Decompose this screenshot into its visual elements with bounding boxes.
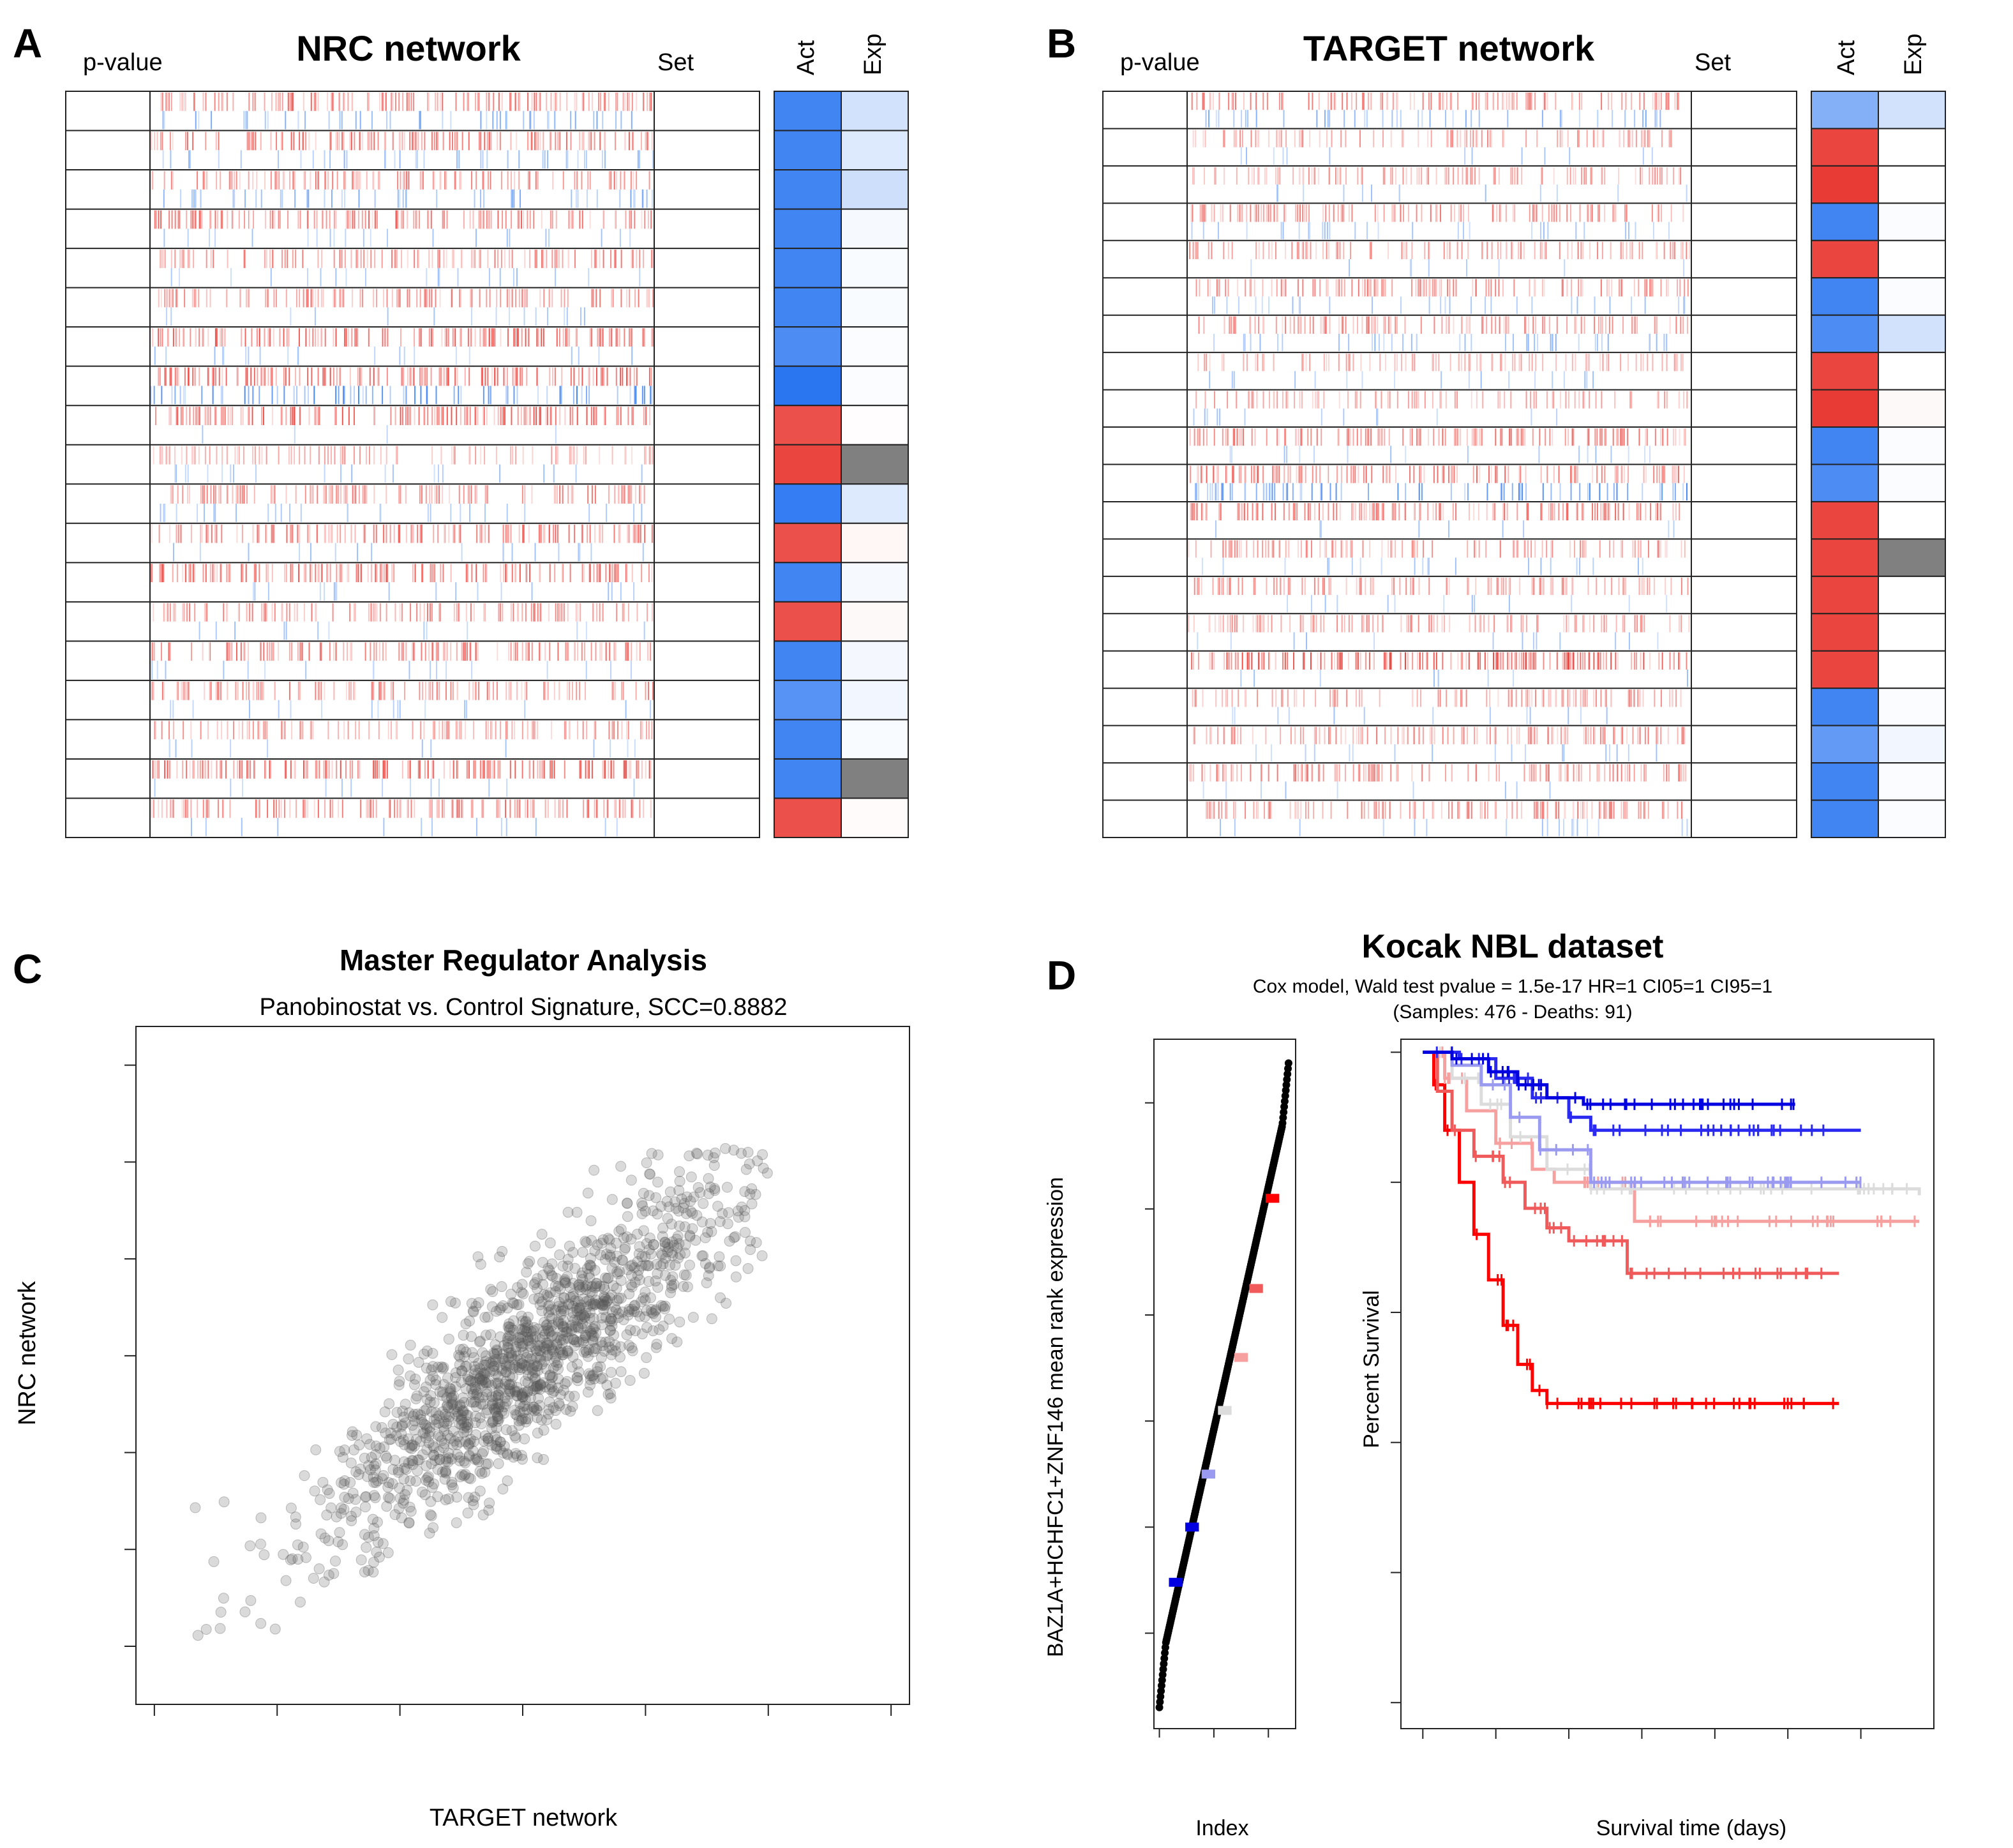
panel-a-set-header: Set <box>657 49 694 76</box>
act-cell <box>774 91 842 131</box>
act-cell <box>774 797 842 838</box>
act-cell <box>1811 128 1879 167</box>
exp-cell <box>1878 500 1946 540</box>
exp-cell <box>841 248 909 289</box>
act-cell <box>774 758 842 799</box>
exp-cell <box>841 169 909 210</box>
exp-cell <box>1878 314 1946 354</box>
act-cell <box>1811 202 1879 241</box>
act-cell <box>1811 352 1879 391</box>
act-cell <box>1811 91 1879 130</box>
exp-cell <box>841 444 909 485</box>
exp-cell <box>1878 352 1946 391</box>
panel-a-heatmap <box>65 91 909 838</box>
exp-cell <box>841 562 909 603</box>
exp-cell <box>841 797 909 838</box>
act-cell <box>774 208 842 250</box>
act-cell <box>774 365 842 407</box>
panel-a-pvalue-header: p-value <box>83 49 163 76</box>
panel-a-title: NRC network <box>296 28 521 68</box>
act-cell <box>774 248 842 289</box>
exp-cell <box>1878 389 1946 428</box>
act-cell <box>774 405 842 446</box>
exp-cell <box>841 758 909 799</box>
act-cell <box>774 679 842 721</box>
exp-cell <box>841 365 909 407</box>
exp-cell <box>1878 202 1946 241</box>
exp-cell <box>841 326 909 367</box>
exp-cell <box>841 91 909 131</box>
exp-cell <box>1878 128 1946 167</box>
act-cell <box>774 444 842 485</box>
exp-cell <box>841 640 909 681</box>
exp-cell <box>841 208 909 250</box>
panel-b-letter: B <box>1047 20 1076 66</box>
act-cell <box>774 719 842 760</box>
act-cell <box>1811 165 1879 204</box>
exp-cell <box>1878 277 1946 316</box>
exp-cell <box>1878 91 1946 130</box>
act-cell <box>774 326 842 367</box>
exp-cell <box>841 287 909 328</box>
exp-cell <box>1878 239 1946 279</box>
panel-b: B p-value TARGET network Set Act Exp <box>1047 20 1946 839</box>
exp-cell <box>841 601 909 642</box>
exp-cell <box>1878 426 1946 465</box>
exp-cell <box>1878 165 1946 204</box>
act-cell <box>774 169 842 210</box>
exp-cell <box>1878 463 1946 502</box>
exp-cell <box>841 719 909 760</box>
act-cell <box>774 601 842 642</box>
act-cell <box>774 562 842 603</box>
panel-b-exp-header: Exp <box>1900 34 1927 75</box>
panel-a-letter: A <box>13 20 42 66</box>
panel-b-set-header: Set <box>1695 49 1731 76</box>
exp-cell <box>841 405 909 446</box>
act-cell <box>774 130 842 171</box>
panel-b-act-header: Act <box>1833 40 1860 75</box>
panel-b-title: TARGET network <box>1303 28 1595 68</box>
act-cell <box>1811 314 1879 354</box>
act-cell <box>1811 389 1879 428</box>
act-cell <box>1811 463 1879 502</box>
act-cell <box>774 483 842 524</box>
act-cell <box>1811 426 1879 465</box>
act-cell <box>1811 277 1879 316</box>
act-cell <box>1811 239 1879 279</box>
panel-a-exp-header: Exp <box>860 34 887 75</box>
panel-a: A p-value NRC network Set Act Exp <box>13 20 909 838</box>
exp-cell <box>841 130 909 171</box>
exp-cell <box>841 483 909 524</box>
heatmap-frame <box>65 91 760 838</box>
act-cell <box>774 287 842 328</box>
act-cell <box>774 522 842 564</box>
panel-a-act-header: Act <box>793 40 819 75</box>
act-cell <box>1811 500 1879 540</box>
exp-cell <box>841 522 909 564</box>
panel-b-pvalue-header: p-value <box>1120 49 1200 76</box>
act-cell <box>774 640 842 681</box>
panel-b-heatmap <box>1102 91 1946 839</box>
exp-cell <box>841 679 909 721</box>
